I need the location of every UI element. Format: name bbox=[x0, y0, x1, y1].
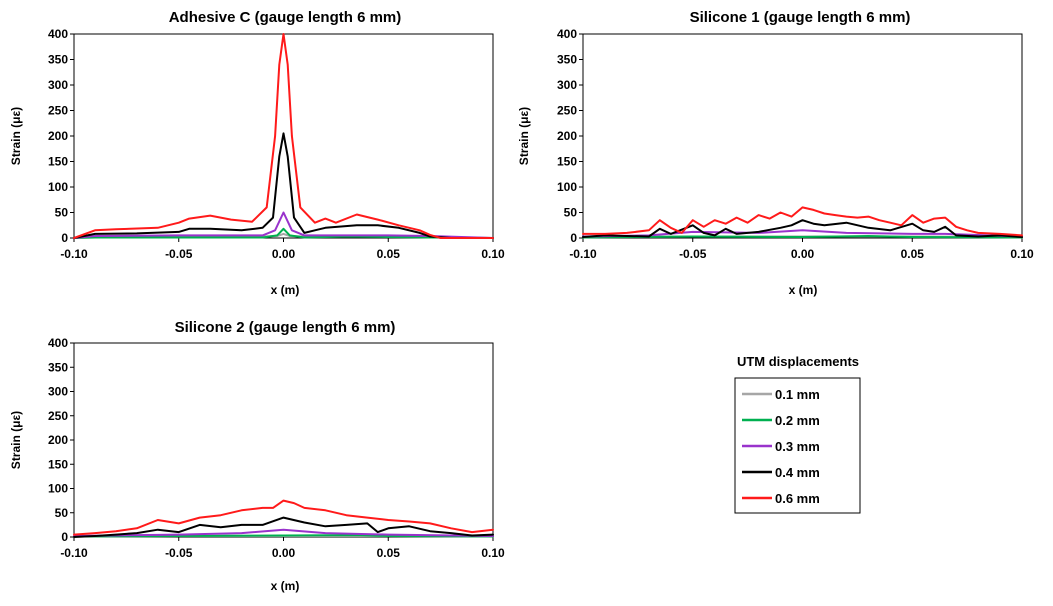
x-tick-label: 0.10 bbox=[1010, 247, 1034, 261]
chart-silicone-2: Silicone 2 (gauge length 6 mm) x (m) Str… bbox=[9, 319, 505, 593]
y-tick-label: 100 bbox=[48, 482, 68, 496]
series-line-0-6-mm bbox=[582, 206, 1023, 237]
x-axis-label: x (m) bbox=[271, 579, 300, 593]
legend: UTM displacements 0.1 mm 0.2 mm 0.3 mm 0.4 … bbox=[734, 354, 861, 514]
x-tick-label: 0.05 bbox=[377, 546, 401, 560]
y-axis-label: Strain (με) bbox=[9, 411, 23, 469]
x-tick-label: -0.10 bbox=[569, 247, 597, 261]
x-axis-label: x (m) bbox=[789, 283, 818, 297]
x-tick-label: 0.10 bbox=[481, 247, 505, 261]
series-line-0-2-mm bbox=[582, 235, 1023, 239]
x-tick-label: -0.05 bbox=[165, 247, 193, 261]
y-tick-label: 0 bbox=[570, 231, 577, 245]
series-line-0-3-mm bbox=[73, 528, 494, 537]
y-tick-label: 150 bbox=[48, 155, 68, 169]
y-tick-label: 150 bbox=[557, 155, 577, 169]
series-line-0-4-mm bbox=[582, 219, 1023, 238]
chart-title: Adhesive C (gauge length 6 mm) bbox=[169, 9, 402, 26]
y-tick-label: 400 bbox=[557, 27, 577, 41]
chart-title: Silicone 2 (gauge length 6 mm) bbox=[175, 319, 396, 336]
y-tick-label: 0 bbox=[61, 231, 68, 245]
x-tick-label: -0.05 bbox=[679, 247, 707, 261]
y-axis-label: Strain (με) bbox=[9, 107, 23, 165]
y-tick-label: 350 bbox=[48, 53, 68, 67]
x-tick-label: 0.10 bbox=[481, 546, 505, 560]
legend-label: 0.4 mm bbox=[775, 465, 820, 480]
legend-title: UTM displacements bbox=[737, 354, 859, 369]
y-tick-label: 250 bbox=[48, 409, 68, 423]
y-tick-label: 200 bbox=[48, 129, 68, 143]
legend-label: 0.3 mm bbox=[775, 439, 820, 454]
x-tick-label: -0.10 bbox=[60, 546, 88, 560]
series-line-0-3-mm bbox=[73, 211, 494, 239]
y-tick-label: 50 bbox=[55, 506, 69, 520]
y-tick-label: 300 bbox=[48, 78, 68, 92]
legend-label: 0.1 mm bbox=[775, 387, 820, 402]
y-tick-label: 350 bbox=[557, 53, 577, 67]
y-tick-label: 150 bbox=[48, 457, 68, 471]
y-tick-label: 50 bbox=[55, 206, 69, 220]
y-tick-label: 100 bbox=[557, 180, 577, 194]
x-tick-label: 0.00 bbox=[272, 247, 296, 261]
series-line-0-4-mm bbox=[73, 132, 494, 239]
x-tick-label: 0.05 bbox=[901, 247, 925, 261]
x-tick-label: 0.00 bbox=[272, 546, 296, 560]
legend-label: 0.2 mm bbox=[775, 413, 820, 428]
y-axis-label: Strain (με) bbox=[517, 107, 531, 165]
series-line-0-3-mm bbox=[582, 229, 1023, 238]
x-tick-label: -0.05 bbox=[165, 546, 193, 560]
series-line-0-6-mm bbox=[73, 499, 494, 536]
x-tick-label: 0.00 bbox=[791, 247, 815, 261]
chart-silicone-1: Silicone 1 (gauge length 6 mm) x (m) Str… bbox=[517, 9, 1034, 297]
series-line-0-2-mm bbox=[73, 227, 494, 239]
y-tick-label: 0 bbox=[61, 530, 68, 544]
x-tick-label: -0.10 bbox=[60, 247, 88, 261]
y-tick-label: 300 bbox=[48, 385, 68, 399]
y-tick-label: 250 bbox=[557, 104, 577, 118]
series-line-0-6-mm bbox=[73, 33, 494, 239]
y-tick-label: 250 bbox=[48, 104, 68, 118]
y-tick-label: 300 bbox=[557, 78, 577, 92]
y-tick-label: 400 bbox=[48, 27, 68, 41]
legend-label: 0.6 mm bbox=[775, 491, 820, 506]
y-tick-label: 400 bbox=[48, 336, 68, 350]
chart-adhesive-c: Adhesive C (gauge length 6 mm) x (m) Str… bbox=[9, 9, 505, 297]
y-tick-label: 200 bbox=[48, 433, 68, 447]
x-tick-label: 0.05 bbox=[377, 247, 401, 261]
y-tick-label: 50 bbox=[564, 206, 578, 220]
y-tick-label: 100 bbox=[48, 180, 68, 194]
chart-title: Silicone 1 (gauge length 6 mm) bbox=[690, 9, 911, 26]
series-line-0-2-mm bbox=[73, 534, 494, 538]
y-tick-label: 200 bbox=[557, 129, 577, 143]
y-tick-label: 350 bbox=[48, 360, 68, 374]
x-axis-label: x (m) bbox=[271, 283, 300, 297]
plot-frame bbox=[73, 342, 494, 538]
series-line-0-4-mm bbox=[73, 516, 494, 538]
